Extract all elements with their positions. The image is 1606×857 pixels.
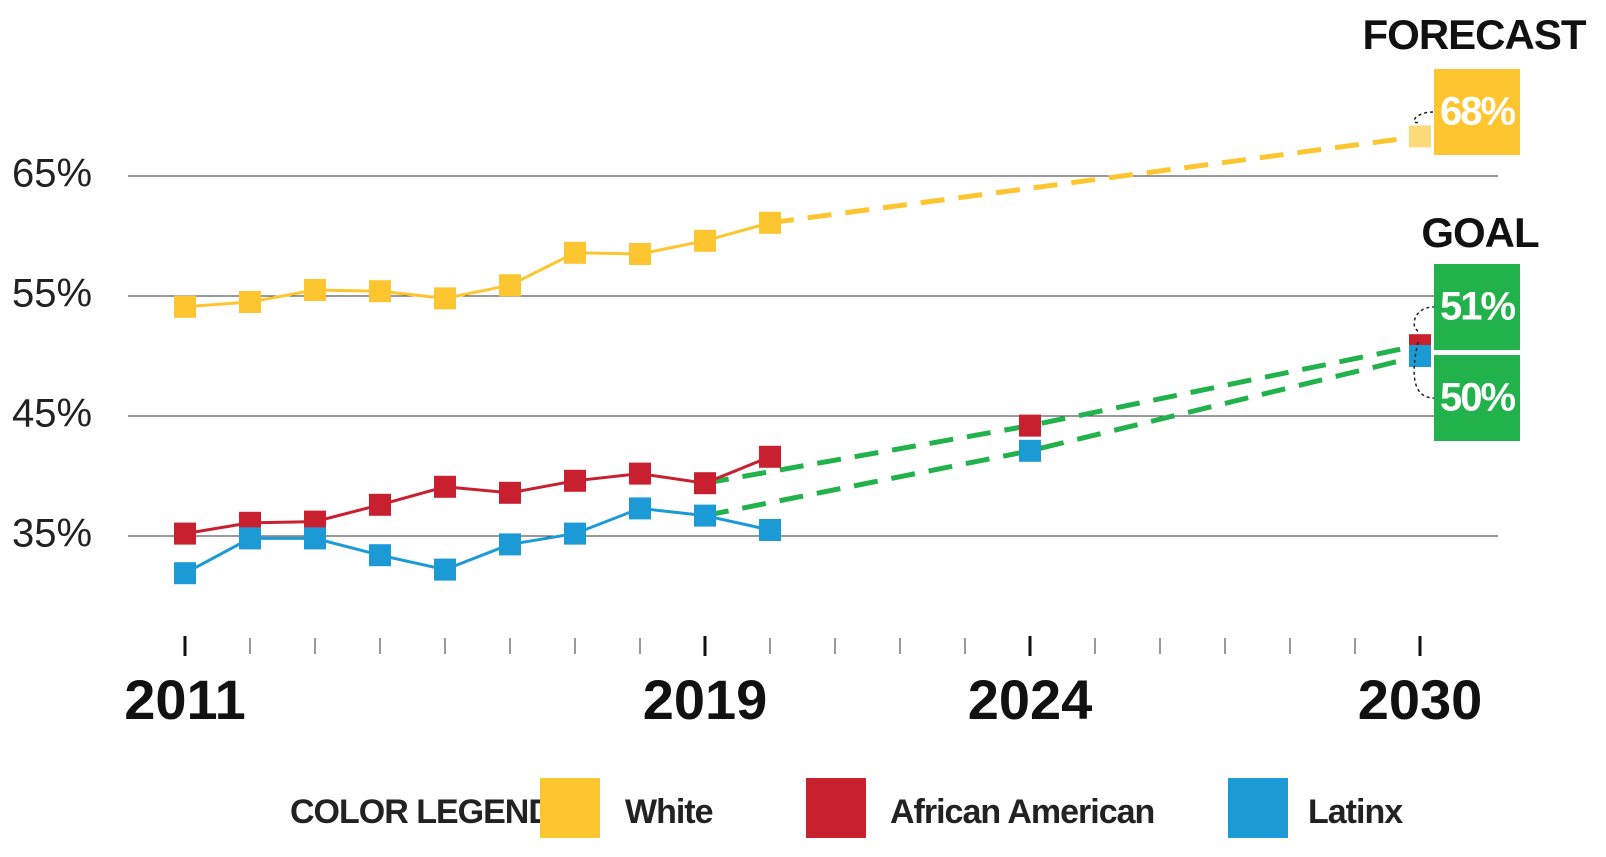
series-line — [184, 221, 771, 309]
projection-marker — [1409, 345, 1431, 367]
marker — [694, 229, 716, 252]
marker — [369, 544, 391, 567]
marker — [369, 493, 391, 516]
marker — [694, 504, 716, 527]
legend-swatch — [1228, 778, 1288, 838]
bracket — [1413, 341, 1435, 399]
marker — [304, 510, 326, 533]
value-label: 51% — [1440, 285, 1515, 329]
projection-marker — [1019, 439, 1041, 462]
x-tick-label: 2011 — [124, 668, 246, 731]
marker — [369, 280, 391, 303]
marker — [434, 475, 456, 498]
marker — [434, 558, 456, 581]
projection-marker — [1409, 125, 1431, 148]
marker — [499, 481, 521, 504]
value-label: 50% — [1440, 376, 1515, 420]
y-tick-label: 45% — [12, 392, 92, 436]
marker — [759, 211, 781, 234]
marker — [434, 287, 456, 310]
value-label-box — [1434, 69, 1520, 155]
marker — [304, 279, 326, 301]
value-label-box — [1434, 264, 1520, 350]
marker — [694, 472, 716, 495]
marker — [564, 241, 586, 264]
series-line — [184, 506, 771, 575]
marker — [629, 497, 651, 520]
legend-label: African American — [890, 793, 1154, 831]
series-line — [184, 455, 771, 536]
y-tick-label: 55% — [12, 272, 92, 316]
x-tick-label: 2019 — [643, 668, 768, 731]
marker — [499, 533, 521, 556]
marker — [174, 522, 196, 545]
projection-line — [769, 133, 1421, 226]
goal-annotation: GOAL — [1421, 209, 1539, 256]
marker — [759, 445, 781, 468]
x-tick-label: 2024 — [968, 668, 1093, 731]
projection-marker — [1019, 414, 1041, 437]
y-tick-label: 35% — [12, 512, 92, 556]
marker — [759, 519, 781, 541]
legend-title: COLOR LEGEND — [290, 793, 552, 831]
marker — [239, 527, 261, 550]
marker — [629, 243, 651, 265]
marker — [174, 295, 196, 318]
marker — [499, 274, 521, 297]
projection-line — [704, 342, 1421, 486]
marker — [174, 562, 196, 585]
legend-label: Latinx — [1308, 793, 1403, 831]
y-tick-label: 65% — [12, 152, 92, 196]
marker — [564, 522, 586, 545]
legend-swatch — [540, 778, 600, 838]
legend-label: White — [625, 793, 713, 831]
x-tick-label: 2030 — [1358, 668, 1483, 731]
forecast-annotation: FORECAST — [1363, 11, 1587, 58]
bracket — [1413, 306, 1435, 332]
value-label-box — [1434, 355, 1520, 441]
bracket — [1413, 111, 1435, 124]
marker — [629, 462, 651, 485]
value-label: 68% — [1440, 90, 1515, 134]
marker — [304, 527, 326, 550]
marker — [564, 469, 586, 492]
legend-swatch — [806, 778, 866, 838]
projection-line — [704, 353, 1421, 519]
marker — [239, 291, 261, 313]
